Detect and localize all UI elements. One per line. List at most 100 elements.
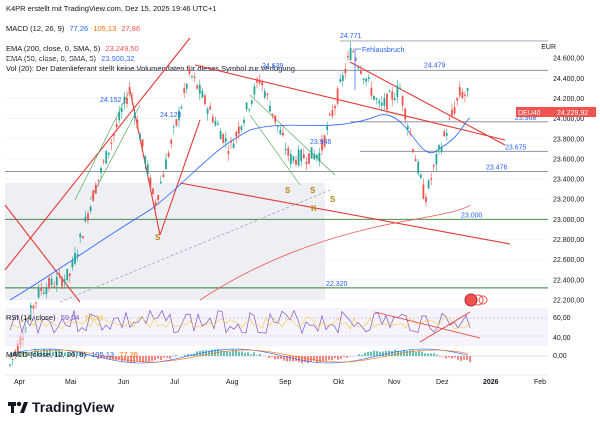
candle-body bbox=[211, 116, 214, 122]
candle-body bbox=[432, 164, 435, 167]
macd-hist-bar bbox=[124, 356, 126, 361]
candle-body bbox=[388, 91, 391, 93]
candle-body bbox=[438, 145, 440, 150]
candle-body bbox=[141, 139, 144, 147]
candle-body bbox=[94, 184, 97, 194]
candle-body bbox=[55, 277, 58, 286]
macd-hist-bar bbox=[457, 356, 459, 360]
macd-hist-bar bbox=[205, 350, 207, 356]
macd-hist-bar bbox=[277, 356, 279, 360]
candle-body bbox=[302, 154, 305, 159]
candle-body bbox=[256, 79, 258, 83]
macd-hist-bar bbox=[292, 356, 294, 362]
macd-hist-bar bbox=[382, 351, 384, 356]
y-tick-label: 23.000,00 bbox=[553, 217, 584, 224]
fehlausbruch-label: Fehlausbruch bbox=[362, 47, 405, 54]
macd-hist-bar bbox=[319, 356, 321, 363]
candle-body bbox=[40, 287, 43, 291]
candle-body bbox=[45, 288, 48, 294]
macd-hist-bar bbox=[103, 356, 105, 358]
candle-body bbox=[149, 177, 152, 189]
candle-body bbox=[289, 153, 292, 165]
candle-body bbox=[227, 151, 230, 154]
candle-body bbox=[35, 302, 37, 304]
x-tick-label: Jul bbox=[170, 379, 179, 386]
macd-hist-bar bbox=[211, 349, 213, 356]
y-tick-label: 23.600,00 bbox=[553, 156, 584, 163]
pattern-mark: S bbox=[310, 186, 316, 195]
macd-hist-bar bbox=[52, 351, 54, 356]
candle-body bbox=[120, 108, 123, 113]
macd-hist-bar bbox=[154, 356, 156, 360]
trend-line bbox=[4, 204, 81, 303]
candle-body bbox=[419, 174, 422, 179]
macd-hist-bar bbox=[361, 354, 363, 356]
rsi-legend: RSI (14, close) 59,04 54,26 bbox=[6, 313, 106, 322]
macd-hist-bar bbox=[226, 351, 228, 356]
rsi-label: RSI (14, close) bbox=[6, 313, 56, 322]
candle-body bbox=[206, 108, 209, 114]
macd-hist-bar bbox=[130, 356, 132, 364]
macd-hist-bar bbox=[244, 352, 246, 356]
macd-hist-bar bbox=[364, 352, 366, 356]
candle-body bbox=[224, 138, 227, 142]
candle-body bbox=[42, 292, 45, 294]
macd-hist-bar bbox=[373, 350, 375, 356]
macd-hist-bar bbox=[397, 351, 399, 356]
macd-hist-bar bbox=[46, 349, 48, 356]
candle-body bbox=[222, 134, 225, 143]
candle-body bbox=[393, 98, 396, 101]
candle-body bbox=[92, 190, 95, 202]
macd-hist-bar bbox=[343, 356, 345, 357]
x-tick-label: Apr bbox=[14, 379, 26, 386]
replay-icon[interactable] bbox=[464, 293, 488, 307]
macd-hist-bar bbox=[394, 349, 396, 356]
candle-body bbox=[445, 133, 448, 136]
candle-body bbox=[248, 109, 251, 111]
candle-body bbox=[154, 202, 157, 207]
candle-body bbox=[191, 75, 193, 77]
macd-hist-bar bbox=[31, 351, 33, 356]
macd-hist-bar bbox=[370, 351, 372, 356]
candle-body bbox=[266, 93, 269, 96]
macd-hist-bar bbox=[28, 352, 30, 356]
candle-body bbox=[32, 305, 35, 310]
macd-hist-bar bbox=[13, 352, 15, 356]
macd-hist-bar bbox=[406, 350, 408, 356]
macd-hist-bar bbox=[139, 356, 141, 362]
candle-body bbox=[258, 79, 261, 84]
candle-body bbox=[341, 75, 344, 81]
trend-line bbox=[4, 37, 191, 271]
candle-body bbox=[201, 90, 204, 98]
macd-hist-bar bbox=[430, 353, 432, 356]
macd-value-1: 77,26 bbox=[69, 24, 89, 33]
x-tick-label: Feb bbox=[534, 379, 546, 386]
candle-body bbox=[261, 82, 264, 86]
candle-body bbox=[102, 160, 105, 163]
candle-body bbox=[344, 68, 347, 74]
macd-hist-bar bbox=[97, 356, 99, 359]
macd-hist-bar bbox=[55, 350, 57, 356]
y-tick-label: 22.800,00 bbox=[553, 237, 584, 244]
macd-hist-bar bbox=[259, 354, 261, 356]
candle-body bbox=[118, 111, 121, 121]
x-axis: Apr Mai Jun Jul Aug Sep Okt Nov Dez 2026 Feb bbox=[5, 374, 548, 386]
macd-hist-bar bbox=[184, 354, 186, 356]
price-tag-symbol: DEU40 bbox=[518, 110, 541, 117]
macd-legend-bottom: MACD (close, 12, 26, 9) 105,13 77,26 bbox=[6, 350, 141, 359]
y-tick-label: 22.600,00 bbox=[553, 257, 584, 264]
candle-body bbox=[178, 110, 180, 121]
candle-body bbox=[422, 184, 425, 199]
macd-hist-bar bbox=[337, 356, 339, 360]
candle-body bbox=[391, 91, 394, 100]
macd-hist-bar bbox=[391, 351, 393, 356]
macd-hist-bar bbox=[157, 356, 159, 359]
macd-pane: 0,00 bbox=[5, 348, 567, 364]
rsi-signal-line bbox=[9, 316, 471, 330]
tradingview-logo[interactable]: TradingView bbox=[8, 399, 114, 415]
candle-body bbox=[209, 106, 212, 110]
macd-hist-bar bbox=[100, 356, 102, 359]
price-annotation: 24.639 bbox=[262, 63, 284, 70]
macd-hist-bar bbox=[295, 356, 297, 361]
